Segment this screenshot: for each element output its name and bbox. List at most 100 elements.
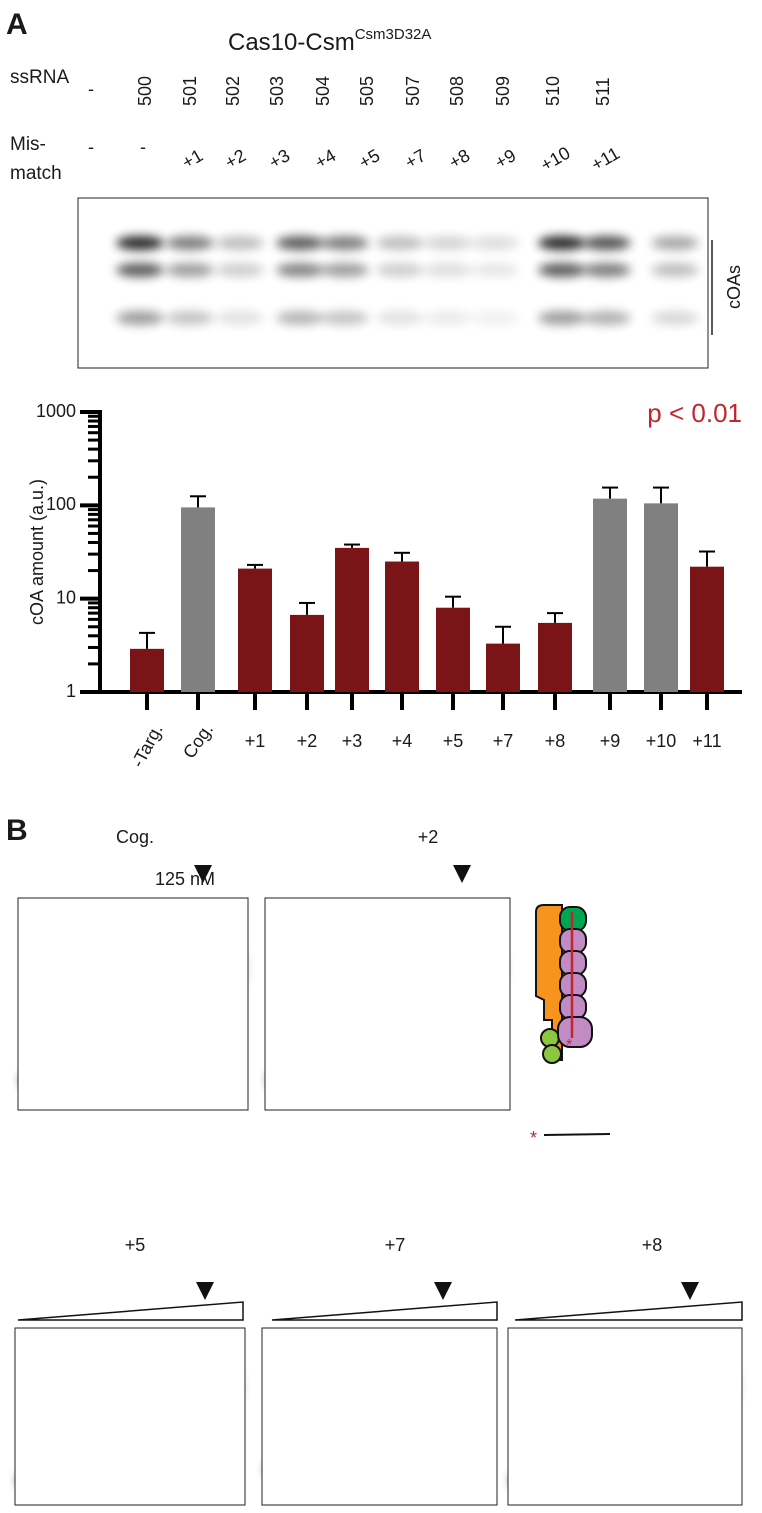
- lane-label: 500: [135, 76, 155, 106]
- mismatch-label: +3: [265, 145, 293, 173]
- row-label: Mis-: [10, 134, 46, 155]
- bar: [335, 547, 369, 692]
- lane-label: 511: [593, 77, 613, 106]
- lane-label: 508: [447, 76, 467, 106]
- lane-label: 509: [493, 76, 513, 106]
- y-tick-label: 1000: [36, 401, 76, 421]
- panel-title: Cas10-CsmCsm3D32A: [228, 26, 431, 56]
- bar: [486, 643, 520, 692]
- band: [216, 263, 264, 277]
- panel-label: A: [6, 8, 28, 41]
- band: [116, 236, 164, 250]
- row-label: match: [10, 163, 62, 184]
- band: [276, 263, 324, 277]
- x-tick-label: +9: [600, 731, 621, 751]
- marker-arrow: [194, 865, 212, 883]
- x-tick-label: +4: [392, 731, 413, 751]
- band: [583, 311, 631, 325]
- x-tick-label: +1: [245, 731, 266, 751]
- title-main: Cas10-Csm: [228, 29, 355, 56]
- band: [583, 263, 631, 277]
- bar: [238, 568, 272, 692]
- mismatch-label: +1: [178, 145, 206, 173]
- panel-label: B: [6, 814, 28, 847]
- wedge: [514, 1301, 743, 1321]
- x-tick-label: +8: [545, 731, 566, 751]
- band: [424, 311, 472, 325]
- band: [471, 263, 519, 277]
- lane-label: 503: [267, 76, 287, 106]
- x-tick-label: -Targ.: [127, 721, 166, 771]
- band: [583, 236, 631, 250]
- lane-label: 507: [403, 76, 423, 106]
- mismatch-label: +11: [588, 143, 623, 175]
- gel: [77, 197, 709, 369]
- mismatch-label: -: [88, 137, 94, 157]
- mismatch-label: +9: [491, 145, 519, 173]
- complex-diagram: [535, 904, 593, 1064]
- lane-label: 505: [357, 76, 377, 106]
- annotation: p < 0.01: [647, 398, 742, 428]
- probe-line: [543, 1133, 611, 1136]
- marker-arrow: [434, 1282, 452, 1300]
- band: [166, 311, 214, 325]
- gel: [264, 897, 511, 1111]
- band: [116, 311, 164, 325]
- title-sup: Csm3D32A: [355, 26, 432, 43]
- bar: [436, 607, 470, 692]
- mismatch-label: +4: [311, 145, 339, 173]
- gel: [507, 1327, 743, 1506]
- x-tick-label: +5: [443, 731, 464, 751]
- y-tick-label: 1: [66, 681, 76, 701]
- bar: [538, 622, 572, 692]
- gel-title: +2: [418, 827, 439, 847]
- gel-title: Cog.: [116, 827, 154, 847]
- band: [321, 263, 369, 277]
- gel-title: +8: [642, 1235, 663, 1255]
- lane-label: 502: [223, 76, 243, 106]
- band: [216, 311, 264, 325]
- mismatch-label: +5: [355, 145, 383, 173]
- band: [276, 311, 324, 325]
- marker-arrow: [196, 1282, 214, 1300]
- band: [471, 236, 519, 250]
- gel-title: +5: [125, 1235, 146, 1255]
- band: [471, 311, 519, 325]
- x-tick-label: +7: [493, 731, 514, 751]
- x-tick-label: Cog.: [179, 720, 217, 763]
- band: [651, 311, 699, 325]
- band: [376, 236, 424, 250]
- lane-label: 504: [313, 76, 333, 106]
- x-tick-label: +2: [297, 731, 318, 751]
- mismatch-label: +10: [537, 143, 573, 176]
- mismatch-label: +2: [221, 145, 249, 173]
- bar: [290, 614, 324, 692]
- bar: [130, 648, 164, 692]
- band: [116, 263, 164, 277]
- band: [651, 236, 699, 250]
- gel-label: cOAs: [724, 265, 744, 309]
- band: [376, 311, 424, 325]
- bar: [644, 503, 678, 692]
- bar: [690, 566, 724, 692]
- gel: [261, 1327, 498, 1506]
- band: [376, 263, 424, 277]
- label-star: *: [566, 1037, 572, 1054]
- bar: [385, 561, 419, 692]
- mismatch-label: +8: [445, 145, 473, 173]
- band: [321, 311, 369, 325]
- gel: [14, 1327, 246, 1506]
- gel-title: +7: [385, 1235, 406, 1255]
- bar: [181, 507, 215, 692]
- wedge: [17, 1301, 244, 1321]
- x-tick-label: +11: [692, 731, 721, 751]
- band: [538, 263, 586, 277]
- band: [166, 236, 214, 250]
- row-label: ssRNA: [10, 67, 69, 88]
- band: [651, 263, 699, 277]
- x-tick-label: +3: [342, 731, 363, 751]
- wedge: [271, 1301, 498, 1321]
- y-tick-label: 10: [56, 587, 76, 607]
- marker-arrow: [453, 865, 471, 883]
